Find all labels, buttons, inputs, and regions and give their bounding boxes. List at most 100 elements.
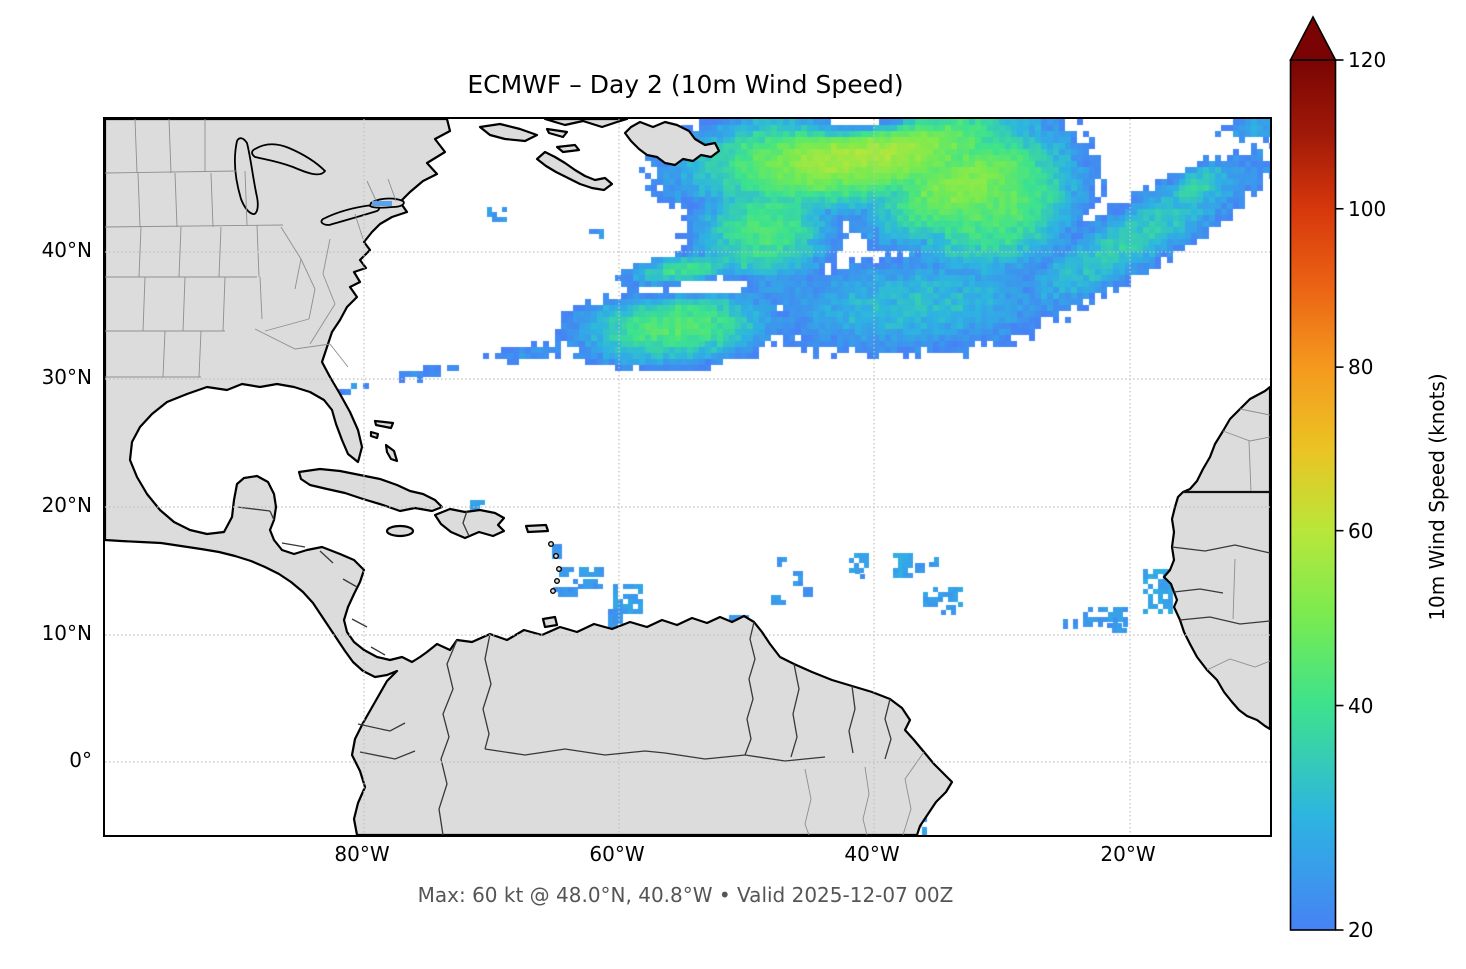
country-border [351,618,368,628]
country-border [269,510,275,521]
landmass-coastline [545,127,569,139]
admin-border [137,172,141,228]
colorbar-tick-label: 60 [1348,518,1374,543]
country-border [370,646,386,656]
lesser-antilles-island [548,541,555,548]
great-lake-outline [251,143,327,176]
admin-border [1239,408,1270,416]
admin-border [182,276,186,332]
country-border [744,754,826,762]
admin-border [354,213,364,240]
country-border [357,722,406,732]
colorbar-tick-label: 100 [1348,196,1387,221]
landmass-coastline [373,419,395,430]
landmass-coastline [478,122,539,143]
colorbar [1289,15,1344,931]
admin-border [862,766,870,835]
admin-border [1222,430,1270,442]
landmass-coastline [524,523,550,534]
admin-border [138,226,142,278]
landmass-coastline [543,119,629,129]
y-axis-tick-label: 0° [69,748,92,772]
country-border [236,506,271,512]
country-border [1171,544,1270,554]
colorbar-tick-label: 80 [1348,355,1374,380]
y-axis-tick-label: 20°N [41,493,92,517]
map-plot-area [103,117,1272,837]
great-lake-outline [234,137,259,215]
lesser-antilles-island [550,588,557,595]
country-border [281,542,306,548]
colorbar-tick-label: 40 [1348,693,1374,718]
admin-border [168,119,172,174]
country-border [319,550,334,564]
subtitle: Max: 60 kt @ 48.0°N, 40.8°W • Valid 2025… [417,883,954,907]
lake-ontario-wind-pixel [372,201,392,206]
country-border [1179,616,1270,625]
y-axis-tick-label: 10°N [41,621,92,645]
admin-border [222,276,226,332]
landmass-coastline [1162,385,1270,731]
map-overlay [105,119,1270,835]
country-border [884,698,892,760]
lesser-antilles-island [556,566,563,573]
landmass-coastline [555,143,581,154]
admin-border [174,172,178,228]
y-axis-tick-label: 30°N [41,365,92,389]
admin-border [300,258,316,320]
x-axis-tick-label: 80°W [334,842,390,866]
landmass-coastline [623,120,721,167]
colorbar-overflow-arrow [1289,15,1337,61]
colorbar-label: 10m Wind Speed (knots) [1425,373,1449,621]
y-axis-tick-label: 40°N [41,238,92,262]
country-border [744,621,756,756]
admin-border [1232,558,1236,620]
admin-border [264,318,310,332]
admin-border [254,328,331,350]
country-border [790,663,800,758]
lesser-antilles-island [553,553,560,560]
country-border [664,752,746,760]
x-axis-tick-label: 20°W [1100,842,1156,866]
admin-border [902,751,925,835]
country-border [342,578,358,588]
landmass-coastline [535,150,614,192]
admin-border [256,224,260,278]
great-lake-outline [320,204,380,226]
admin-border [1248,440,1252,493]
landmass-coastline [541,615,559,629]
admin-border [142,276,146,332]
colorbar-ticks [1335,59,1344,931]
landmass-coastline [105,119,954,835]
admin-border [329,343,349,368]
admin-border [309,303,336,345]
landmass-coastline [385,524,415,538]
admin-border [1206,658,1270,671]
colorbar-tick-label: 20 [1348,918,1374,942]
landmass-coastline [384,443,399,463]
admin-border [178,226,182,278]
landmass-coastline [369,430,380,440]
landmass-coastline [433,507,506,540]
lesser-antilles-island [554,578,561,585]
admin-border [244,170,248,226]
landmass-coastline [297,467,444,513]
country-border [484,748,666,756]
admin-border [198,330,202,378]
x-axis-tick-label: 60°W [589,842,645,866]
admin-border [387,178,397,202]
admin-border [804,768,812,835]
admin-border [218,226,222,278]
country-border [848,685,856,754]
country-border [482,633,492,750]
admin-border [322,238,336,305]
colorbar-bar [1289,59,1337,931]
admin-border [162,330,166,378]
chart-title: ECMWF – Day 2 (10m Wind Speed) [467,70,904,99]
country-border [438,639,458,835]
admin-border [259,276,263,320]
admin-border [105,224,284,228]
x-axis-tick-label: 40°W [844,842,900,866]
admin-border [134,119,138,174]
